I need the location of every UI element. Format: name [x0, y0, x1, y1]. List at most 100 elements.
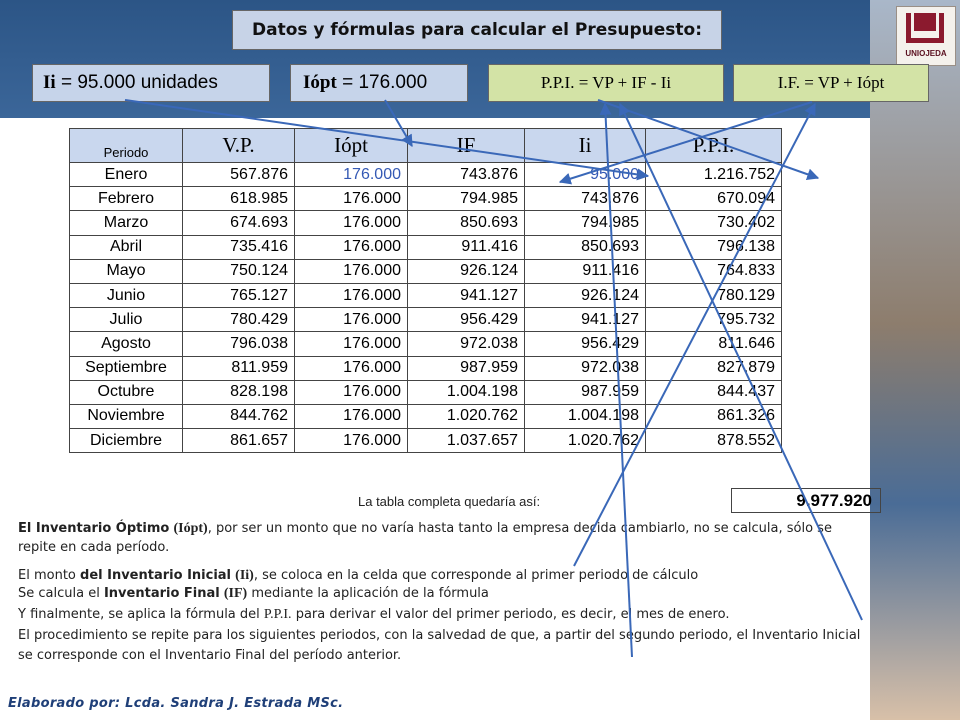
note-procedure: El procedimiento se repite para los sigu… — [18, 628, 861, 663]
header-ii: Ii — [524, 128, 646, 163]
arrow-ppi-to-cell — [597, 99, 820, 181]
cell-ppi: 764.833 — [645, 258, 782, 284]
header-vp: V.P. — [182, 128, 295, 163]
ii-value: = 95.000 unidades — [60, 72, 218, 93]
cell-periodo: Julio — [69, 307, 183, 333]
total-value: 9.977.920 — [731, 488, 881, 513]
table-row: Septiembre 811.959 176.000 987.959 972.038 82… — [69, 355, 782, 381]
cell-ppi: 878.552 — [645, 428, 782, 454]
cell-if: 1.004.198 — [407, 379, 525, 405]
arrow-ii-to-cell — [124, 99, 650, 181]
arrow-if-to-cell — [558, 101, 813, 185]
ppi-formula-box: P.P.I. = VP + IF - Ii — [488, 64, 724, 102]
cell-vp: 861.657 — [182, 428, 295, 454]
slide-title: Datos y fórmulas para calcular el Presup… — [232, 10, 722, 50]
note-if-d: mediante la aplicación de la fórmula — [251, 586, 489, 601]
cell-periodo: Mayo — [69, 258, 183, 284]
author-footer: Elaborado por: Lcda. Sandra J. Estrada M… — [8, 696, 344, 711]
ii-symbol: Ii — [43, 72, 56, 93]
cell-if: 1.037.657 — [407, 428, 525, 454]
table-row: Octubre 828.198 176.000 1.004.198 987.959 844… — [69, 379, 782, 405]
cell-vp: 735.416 — [182, 234, 295, 260]
cell-periodo: Febrero — [69, 186, 183, 212]
cell-vp: 796.038 — [182, 331, 295, 357]
cell-vp: 750.124 — [182, 258, 295, 284]
cell-ppi: 811.646 — [645, 331, 782, 357]
if-formula-box: I.F. = VP + Iópt — [733, 64, 929, 102]
cell-ii: 1.004.198 — [524, 403, 646, 430]
arrow-note-ii — [573, 102, 816, 567]
cell-periodo: Agosto — [69, 331, 183, 357]
iopt-symbol: Iópt — [303, 72, 337, 93]
arrow-note-if — [599, 102, 633, 658]
table-row: Noviembre 844.762 176.000 1.020.762 1.004.19… — [69, 403, 782, 430]
logo-mark — [906, 13, 944, 43]
cell-periodo: Diciembre — [69, 428, 183, 454]
arrow-iopt-to-column — [384, 99, 413, 148]
note-ii-c: (Ii) — [235, 568, 254, 583]
cell-iopt: 176.000 — [294, 161, 408, 188]
cell-vp: 811.959 — [182, 355, 295, 381]
note-if: Se calcula el Inventario Final (IF) medi… — [18, 584, 866, 603]
cell-ppi: 795.732 — [645, 307, 782, 333]
header-iopt: Iópt — [294, 128, 408, 163]
note-iopt: El Inventario Óptimo (Iópt), por ser un … — [18, 519, 866, 557]
cell-if: 972.038 — [407, 331, 525, 357]
cell-iopt: 176.000 — [294, 258, 408, 284]
table-row: Junio 765.127 176.000 941.127 926.124 780.129 — [69, 282, 782, 309]
cell-ii: 850.693 — [524, 234, 646, 260]
cell-ppi: 861.326 — [645, 403, 782, 430]
header-if: IF — [407, 128, 525, 163]
note-if-b: Inventario Final — [103, 586, 220, 601]
cell-ppi: 1.216.752 — [645, 161, 782, 188]
cell-ii: 926.124 — [524, 282, 646, 309]
note-ppi: Y finalmente, se aplica la fórmula del P… — [18, 605, 866, 624]
cell-iopt: 176.000 — [294, 234, 408, 260]
cell-vp: 780.429 — [182, 307, 295, 333]
logo-mark-inner — [914, 13, 936, 31]
cell-if: 956.429 — [407, 307, 525, 333]
note-ii-b: del Inventario Inicial — [80, 568, 232, 583]
cell-vp: 844.762 — [182, 403, 295, 430]
cell-ppi: 730.402 — [645, 210, 782, 236]
note-if-a: Se calcula el — [18, 586, 100, 601]
table-header-row: Periodo V.P. Iópt IF Ii P.P.I. — [69, 128, 782, 163]
note-iopt-b: (Iópt) — [173, 521, 208, 536]
note-ii: El monto del Inventario Inicial (Ii), se… — [18, 566, 866, 585]
cell-iopt: 176.000 — [294, 355, 408, 381]
table-row: Julio 780.429 176.000 956.429 941.127 795.732 — [69, 307, 782, 333]
table-row: Diciembre 861.657 176.000 1.037.657 1.020.76… — [69, 428, 782, 454]
note-ppi-b: P.P.I. — [263, 607, 292, 622]
total-label: La tabla completa quedaría así: — [358, 494, 541, 509]
cell-iopt: 176.000 — [294, 428, 408, 454]
cell-iopt: 176.000 — [294, 186, 408, 212]
cell-if: 926.124 — [407, 258, 525, 284]
cell-if: 794.985 — [407, 186, 525, 212]
note-ppi-a: Y finalmente, se aplica la fórmula del — [18, 607, 260, 622]
cell-ii: 941.127 — [524, 307, 646, 333]
cell-periodo: Septiembre — [69, 355, 183, 381]
cell-vp: 765.127 — [182, 282, 295, 309]
cell-periodo: Junio — [69, 282, 183, 309]
cell-ppi: 844.437 — [645, 379, 782, 405]
note-ii-d: , se coloca en la celda que corresponde … — [253, 568, 699, 583]
note-iopt-c: , por ser un monto que no varía hasta ta… — [18, 521, 832, 555]
cell-periodo: Octubre — [69, 379, 183, 405]
logo-text: UNIOJEDA — [905, 49, 947, 58]
note-ppi-c: para derivar el valor del primer periodo… — [295, 607, 730, 622]
table-row: Mayo 750.124 176.000 926.124 911.416 764.833 — [69, 258, 782, 284]
iopt-value: = 176.000 — [342, 72, 428, 93]
budget-table: Periodo V.P. Iópt IF Ii P.P.I. Enero 567.… — [69, 128, 782, 454]
cell-vp: 674.693 — [182, 210, 295, 236]
cell-if: 911.416 — [407, 234, 525, 260]
arrow-note-ppi — [619, 102, 863, 621]
cell-iopt: 176.000 — [294, 379, 408, 405]
ii-box: Ii = 95.000 unidades — [32, 64, 270, 102]
cell-periodo: Enero — [69, 161, 183, 188]
university-logo: UNIOJEDA — [896, 6, 956, 66]
side-photo-panel — [870, 0, 960, 720]
cell-if: 941.127 — [407, 282, 525, 309]
cell-vp: 618.985 — [182, 186, 295, 212]
cell-if: 987.959 — [407, 355, 525, 381]
